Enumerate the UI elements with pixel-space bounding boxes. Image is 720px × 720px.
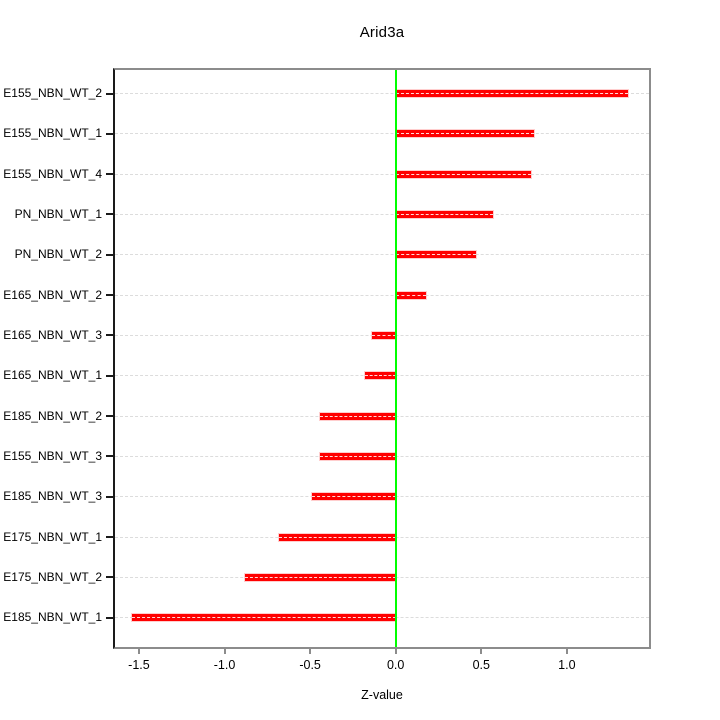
y-label: PN_NBN_WT_1: [14, 206, 102, 221]
x-tick: [309, 649, 312, 654]
y-label: E175_NBN_WT_1: [3, 529, 102, 544]
y-tick: [106, 173, 113, 176]
bar-gridline-overlay: [132, 617, 396, 619]
bar: [132, 614, 396, 622]
plot-area: [113, 68, 651, 649]
y-tick: [106, 213, 113, 216]
x-tick-label: -0.5: [299, 658, 321, 672]
bar-gridline-overlay: [364, 375, 396, 377]
gridline: [115, 133, 649, 135]
bar-gridline-overlay: [320, 415, 396, 417]
bar: [364, 372, 396, 380]
y-label: E155_NBN_WT_3: [3, 448, 102, 463]
x-tick: [394, 649, 397, 654]
x-tick: [137, 649, 140, 654]
bar: [320, 452, 396, 460]
y-tick: [106, 132, 113, 135]
y-tick: [106, 92, 113, 95]
bar: [245, 573, 396, 581]
bar-gridline-overlay: [395, 133, 535, 135]
y-label: E165_NBN_WT_2: [3, 287, 102, 302]
x-tick-label: -1.0: [213, 658, 236, 672]
x-tick-label: -1.5: [128, 658, 150, 672]
bar: [371, 331, 396, 339]
bar: [395, 170, 531, 178]
y-label: E155_NBN_WT_1: [3, 126, 102, 141]
y-label: E185_NBN_WT_3: [3, 489, 102, 504]
bar-gridline-overlay: [395, 294, 427, 296]
y-label: E185_NBN_WT_1: [3, 610, 102, 625]
x-axis-title: Z-value: [361, 688, 403, 702]
x-tick-label: 0.5: [472, 658, 490, 672]
y-tick: [106, 253, 113, 256]
gridline: [115, 294, 649, 296]
bar-gridline-overlay: [395, 254, 477, 256]
x-tick-label: 0.0: [386, 658, 405, 672]
bar: [279, 533, 396, 541]
bar-gridline-overlay: [395, 173, 531, 175]
y-label: E165_NBN_WT_1: [3, 368, 102, 383]
x-tick-label: 1.0: [558, 658, 576, 672]
y-label: E155_NBN_WT_2: [3, 86, 102, 100]
y-tick: [106, 374, 113, 377]
bar-gridline-overlay: [245, 576, 396, 578]
bar: [395, 291, 427, 299]
zero-reference-line: [394, 70, 397, 647]
gridline: [115, 93, 649, 94]
bar: [395, 210, 494, 218]
bar: [395, 130, 535, 138]
y-tick: [106, 495, 113, 498]
bar-gridline-overlay: [311, 496, 396, 498]
y-label: E185_NBN_WT_2: [3, 408, 102, 423]
y-tick: [106, 415, 113, 418]
bar-gridline-overlay: [371, 334, 396, 336]
y-tick: [106, 294, 113, 297]
bar-gridline-overlay: [395, 213, 494, 215]
x-tick: [223, 649, 226, 654]
y-tick: [106, 576, 113, 579]
y-label: E165_NBN_WT_3: [3, 327, 102, 342]
bar-gridline-overlay: [395, 93, 629, 94]
x-tick: [565, 649, 568, 654]
y-tick: [106, 536, 113, 539]
bar: [311, 493, 396, 501]
y-tick: [106, 455, 113, 458]
y-label: E155_NBN_WT_4: [3, 166, 102, 181]
gridline: [115, 213, 649, 215]
gridline: [115, 254, 649, 256]
y-tick: [106, 616, 113, 619]
y-label: E175_NBN_WT_2: [3, 569, 102, 584]
y-label: PN_NBN_WT_2: [14, 247, 102, 262]
bar-gridline-overlay: [279, 536, 396, 538]
bar: [395, 90, 629, 97]
y-tick: [106, 334, 113, 337]
bar-gridline-overlay: [320, 455, 396, 457]
bar: [395, 251, 477, 259]
bar: [320, 412, 396, 420]
chart-title: Arid3a: [359, 24, 405, 41]
gridline: [115, 173, 649, 175]
x-tick: [480, 649, 483, 654]
